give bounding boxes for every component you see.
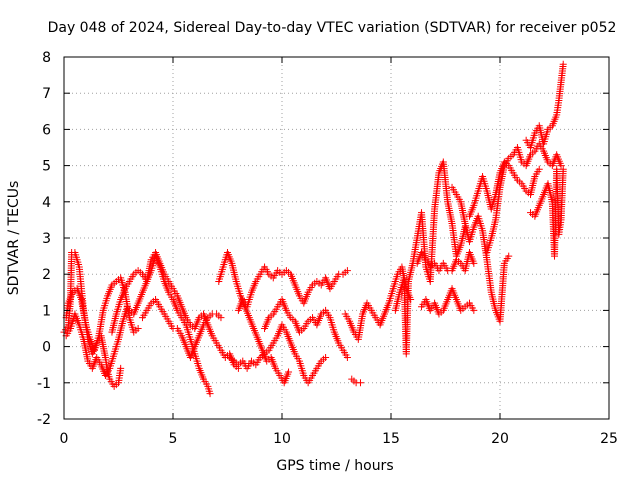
data-point bbox=[285, 368, 293, 376]
x-tick-label: 10 bbox=[273, 431, 291, 447]
series-track-16 bbox=[448, 183, 513, 325]
series-track-15 bbox=[418, 285, 478, 318]
data-point bbox=[217, 314, 225, 322]
series-track-7 bbox=[215, 248, 293, 387]
series-track-11 bbox=[341, 263, 415, 343]
series-track-10 bbox=[261, 296, 351, 361]
y-tick-label: 3 bbox=[42, 231, 51, 247]
data-point bbox=[557, 162, 565, 170]
y-tick-label: -1 bbox=[37, 376, 51, 392]
data-point bbox=[559, 60, 567, 68]
series-track-14 bbox=[413, 248, 478, 275]
axes: 0 5 10 15 20 25 -2 -1 0 1 2 3 4 5 6 7 8 bbox=[37, 50, 618, 447]
y-tick-label: 0 bbox=[42, 340, 51, 356]
y-tick-label: 8 bbox=[42, 50, 51, 66]
series-track-19 bbox=[527, 165, 567, 260]
data-point bbox=[322, 353, 330, 361]
series-track-13 bbox=[391, 158, 469, 358]
data-point bbox=[117, 364, 125, 372]
grid-lines bbox=[64, 57, 609, 419]
series-track-9 bbox=[234, 263, 351, 314]
y-tick-label: 5 bbox=[42, 159, 51, 175]
y-tick-label: 1 bbox=[42, 303, 51, 319]
x-tick-label: 25 bbox=[600, 431, 618, 447]
series-track-18 bbox=[483, 140, 565, 256]
data-point bbox=[470, 306, 478, 314]
chart-title: Day 048 of 2024, Sidereal Day-to-day VTE… bbox=[48, 20, 617, 36]
data-point bbox=[559, 165, 567, 173]
x-tick-label: 20 bbox=[491, 431, 509, 447]
x-tick-label: 5 bbox=[169, 431, 178, 447]
data-point bbox=[343, 353, 351, 361]
x-tick-label: 0 bbox=[60, 431, 69, 447]
data-point bbox=[134, 325, 142, 332]
y-tick-label: 4 bbox=[42, 195, 51, 211]
series-track-20 bbox=[522, 60, 567, 151]
data-point bbox=[123, 303, 131, 311]
data-point bbox=[535, 165, 543, 173]
data-point bbox=[356, 379, 364, 387]
series-track-3 bbox=[62, 303, 131, 380]
y-axis-title: SDTVAR / TECUs bbox=[6, 181, 22, 296]
series-track-5 bbox=[125, 248, 242, 372]
series-track-8 bbox=[226, 321, 330, 387]
data-point bbox=[343, 267, 351, 275]
series-track-6 bbox=[138, 296, 225, 361]
x-tick-label: 15 bbox=[382, 431, 400, 447]
data-point bbox=[505, 252, 513, 260]
data-point bbox=[206, 390, 214, 398]
data-point bbox=[470, 259, 478, 267]
data-points bbox=[60, 60, 567, 398]
y-tick-label: 6 bbox=[42, 122, 51, 138]
y-tick-label: 2 bbox=[42, 267, 51, 283]
y-tick-label: -2 bbox=[37, 412, 51, 428]
y-tick-label: 7 bbox=[42, 86, 51, 102]
x-axis-title: GPS time / hours bbox=[276, 458, 393, 474]
series-track-12 bbox=[348, 375, 364, 387]
